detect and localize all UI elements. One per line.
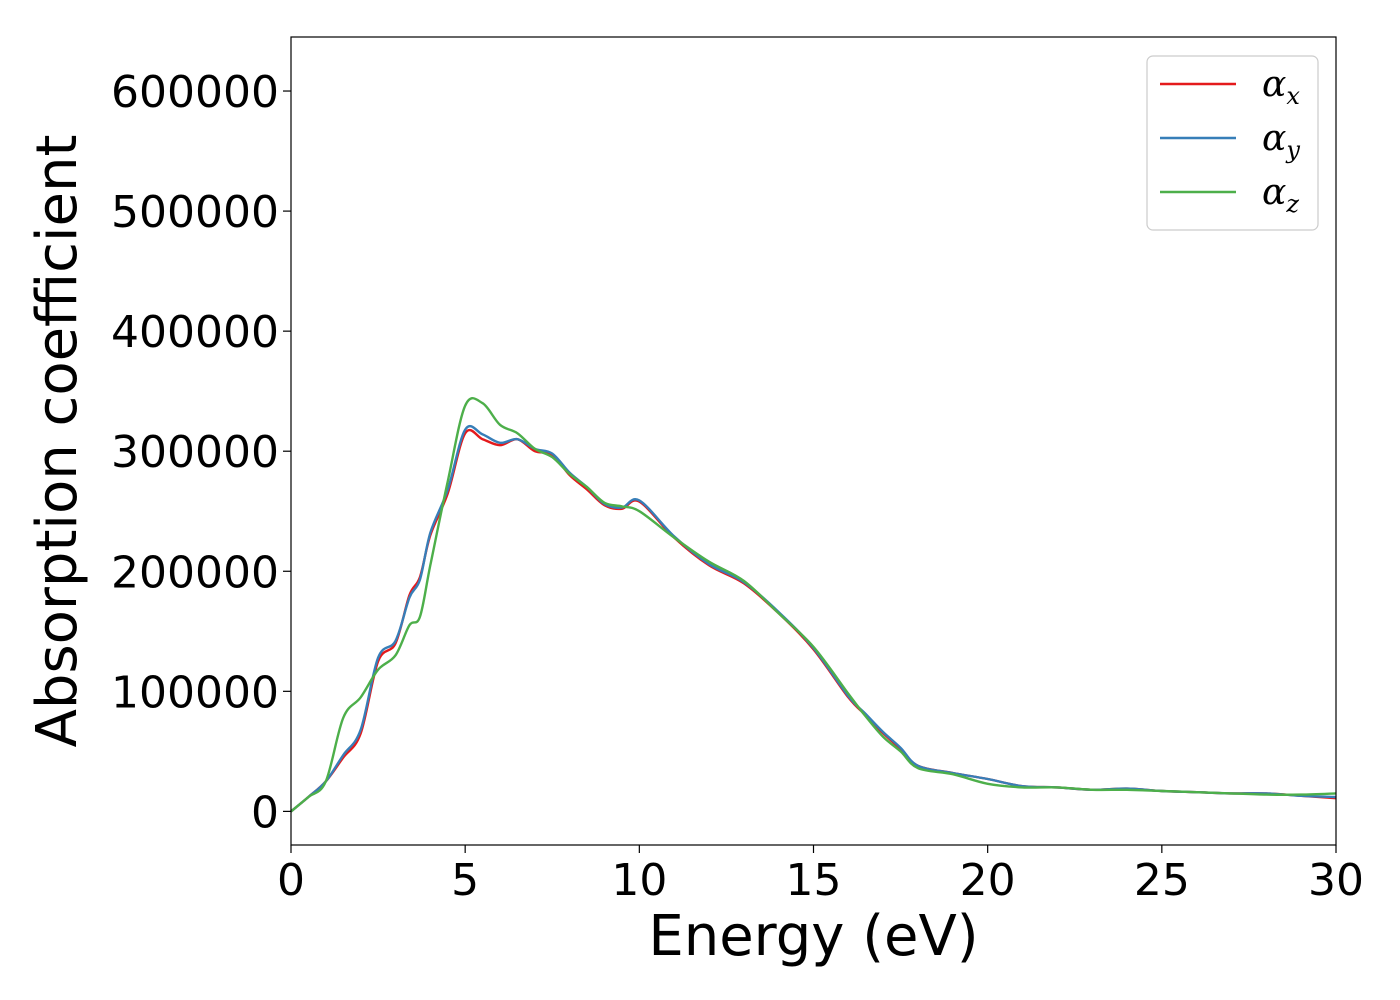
- y-tick-label: 200000: [111, 547, 279, 598]
- series-layer: [290, 397, 1337, 813]
- x-axis-label: Energy (eV): [648, 904, 978, 969]
- y-axis: 0 100000 200000 300000 400000 500000 600000: [111, 67, 291, 838]
- x-tick-label: 30: [1308, 855, 1364, 906]
- y-tick-label: 100000: [111, 667, 279, 718]
- y-tick-label: 600000: [111, 67, 279, 118]
- x-tick-label: 20: [960, 855, 1016, 906]
- x-tick-label: 5: [451, 855, 479, 906]
- y-tick-label: 500000: [111, 187, 279, 238]
- series-line-z: [290, 397, 1337, 813]
- y-tick-label: 300000: [111, 427, 279, 478]
- y-axis-label: Absorption coefficient: [25, 135, 90, 748]
- y-tick-label: 400000: [111, 307, 279, 358]
- x-axis: 0 5 10 15 20 25 30: [277, 845, 1364, 906]
- legend-frame: [1146, 55, 1319, 231]
- x-tick-label: 15: [786, 855, 842, 906]
- x-tick-label: 25: [1134, 855, 1190, 906]
- y-tick-label: 0: [251, 787, 279, 838]
- x-tick-label: 10: [611, 855, 667, 906]
- x-tick-label: 0: [277, 855, 305, 906]
